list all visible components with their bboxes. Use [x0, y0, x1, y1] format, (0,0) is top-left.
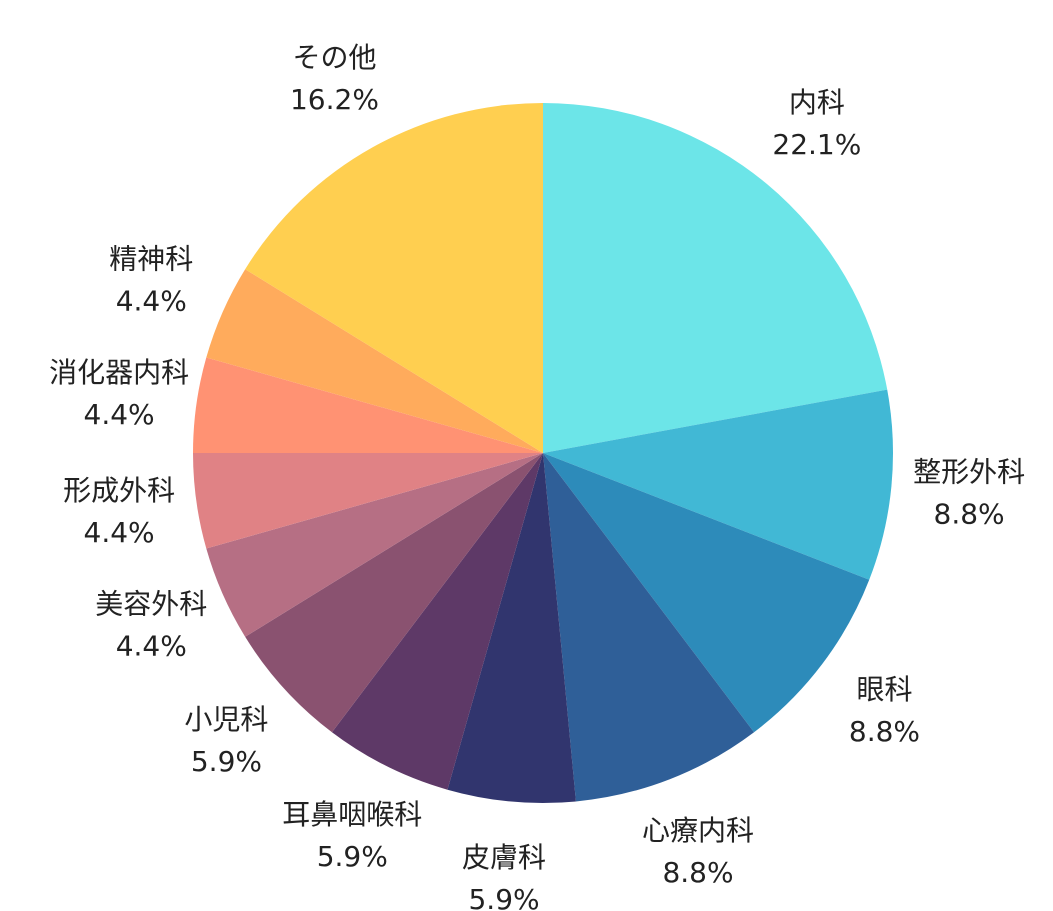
pie-slice: [206, 269, 543, 453]
slice-label: 形成外科: [63, 474, 175, 507]
pie-slice: [543, 453, 870, 733]
pie-slice: [245, 453, 544, 733]
pie-slice: [543, 103, 888, 453]
value-label: 8.8%: [662, 856, 733, 889]
pie-slice: [447, 453, 576, 804]
value-label: 8.8%: [934, 497, 1005, 530]
pie-slice: [245, 103, 544, 453]
value-label: 5.9%: [468, 883, 539, 911]
value-label: 4.4%: [84, 398, 155, 431]
pie-slice: [331, 453, 543, 790]
value-label: 16.2%: [290, 83, 379, 116]
slice-label: 耳鼻咽喉科: [282, 798, 422, 831]
slice-label: その他: [292, 41, 376, 74]
slice-label: 皮膚科: [462, 841, 546, 874]
pie-slice: [543, 453, 755, 802]
pie-slice: [206, 453, 543, 637]
slice-label: 美容外科: [95, 587, 207, 620]
value-label: 5.9%: [317, 840, 388, 873]
slice-label: 整形外科: [913, 455, 1025, 488]
pie-slice: [193, 453, 543, 549]
slice-label: 心療内科: [642, 814, 754, 847]
slice-label: 消化器内科: [49, 356, 189, 389]
value-label: 8.8%: [849, 715, 920, 748]
value-label: 22.1%: [772, 128, 861, 161]
value-label: 4.4%: [116, 285, 187, 318]
slice-label: 内科: [789, 86, 845, 119]
value-label: 4.4%: [84, 516, 155, 549]
slice-label: 精神科: [109, 243, 193, 276]
slice-label: 小児科: [184, 703, 268, 736]
pie-slice: [193, 357, 543, 453]
value-label: 5.9%: [191, 745, 262, 778]
slice-label: 眼科: [856, 673, 912, 706]
pie-slice: [543, 389, 894, 580]
value-label: 4.4%: [116, 629, 187, 662]
